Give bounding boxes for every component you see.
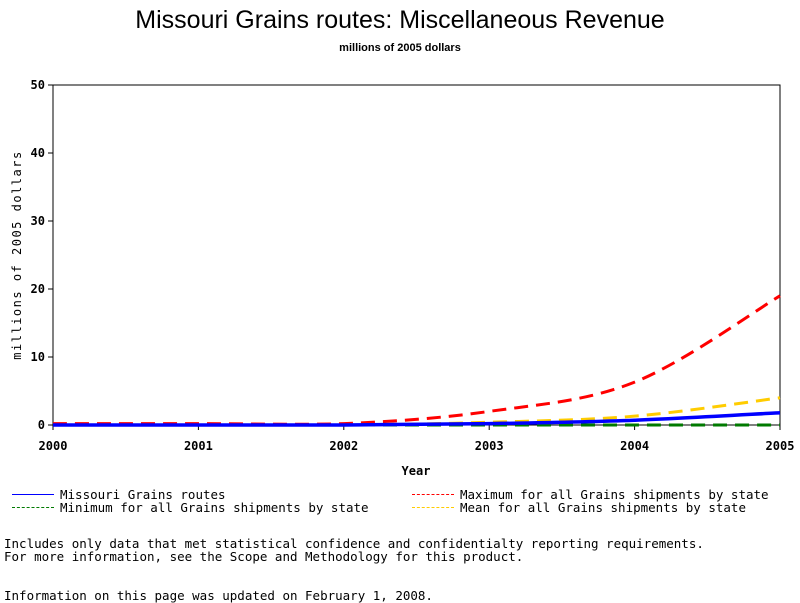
legend-label: Missouri Grains routes (60, 487, 226, 502)
legend-label: Minimum for all Grains shipments by stat… (60, 500, 369, 515)
methodology-note: For more information, see the Scope and … (4, 549, 524, 564)
x-tick-label: 2005 (766, 439, 795, 453)
update-note: Information on this page was updated on … (4, 588, 433, 603)
x-tick-label: 2003 (475, 439, 504, 453)
line-chart: 0 10 20 30 40 50 2000 2001 2002 2003 2004 2005 mil… (10, 78, 795, 478)
x-tick-label: 2004 (620, 439, 649, 453)
x-tick-label: 2001 (184, 439, 213, 453)
y-tick-label: 20 (31, 282, 45, 296)
y-axis: 0 10 20 30 40 50 (31, 78, 53, 432)
legend-swatch (412, 507, 454, 508)
series-layer (52, 294, 781, 427)
legend-swatch (12, 507, 54, 508)
y-tick-label: 0 (38, 418, 45, 432)
x-tick-label: 2002 (329, 439, 358, 453)
y-tick-label: 40 (31, 146, 45, 160)
y-tick-label: 30 (31, 214, 45, 228)
confidence-note: Includes only data that met statistical … (4, 536, 704, 551)
legend-swatch (412, 494, 454, 495)
x-axis: 2000 2001 2002 2003 2004 2005 (39, 425, 795, 453)
series-line (52, 396, 781, 427)
y-tick-label: 50 (31, 78, 45, 92)
chart-title: Missouri Grains routes: Miscellaneous Re… (135, 6, 665, 34)
x-tick-label: 2000 (39, 439, 68, 453)
series-line (53, 294, 781, 426)
series-line (52, 411, 781, 427)
chart-subtitle: millions of 2005 dollars (339, 42, 461, 54)
legend-label: Mean for all Grains shipments by state (460, 500, 746, 515)
y-axis-label: millions of 2005 dollars (10, 150, 24, 359)
y-tick-label: 10 (31, 350, 45, 364)
plot-area-frame (52, 84, 781, 426)
legend-label: Maximum for all Grains shipments by stat… (460, 487, 769, 502)
x-axis-label: Year (402, 464, 431, 478)
legend-swatch (12, 494, 54, 495)
